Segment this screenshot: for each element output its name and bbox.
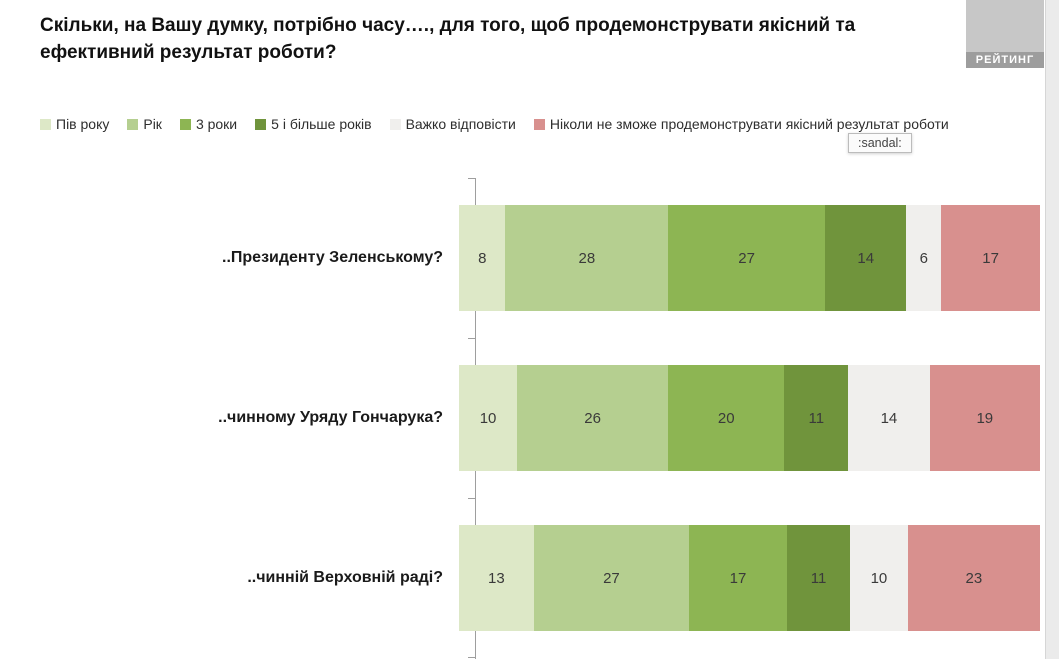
segment-value: 19	[976, 409, 994, 427]
legend-swatch	[127, 118, 139, 130]
legend-item[interactable]: Рік	[127, 116, 162, 132]
segment-value: 14	[880, 409, 898, 427]
category-label: ..чинному Уряду Гончарука?	[218, 409, 443, 426]
legend-item[interactable]: Ніколи не зможе продемонструвати якісний…	[533, 116, 949, 132]
category-label: ..чинній Верховній раді?	[247, 569, 443, 586]
bar-segment[interactable]: 28	[505, 205, 669, 311]
bar-segment[interactable]: 14	[825, 205, 907, 311]
legend-swatch	[255, 118, 267, 130]
legend-swatch	[389, 118, 401, 130]
chart-row: ..Президенту Зеленському? 8 28 27 14 6 17	[0, 178, 1041, 338]
axis-tick	[468, 178, 476, 179]
segment-value: 6	[919, 249, 928, 267]
bar-segment[interactable]: 27	[533, 525, 690, 631]
scrollbar-track[interactable]	[1045, 0, 1059, 659]
legend-label: Пів року	[56, 116, 110, 132]
bar-segment[interactable]: 10	[850, 525, 908, 631]
bar-segment[interactable]: 17	[689, 525, 787, 631]
emoji-shortcode-tooltip: :sandal:	[848, 133, 912, 153]
bar-segment[interactable]: 23	[907, 525, 1041, 631]
stacked-bar: 10 26 20 11 14 19	[459, 365, 1040, 471]
bar-segment[interactable]: 11	[784, 365, 849, 471]
segment-value: 10	[479, 409, 497, 427]
bar-segment[interactable]: 17	[941, 205, 1041, 311]
legend-item[interactable]: Пів року	[40, 116, 109, 132]
bar-segment[interactable]: 8	[459, 205, 506, 311]
segment-value: 23	[965, 569, 983, 587]
legend-item[interactable]: Важко відповісти	[389, 116, 516, 132]
rating-logo: РЕЙТИНГ	[966, 0, 1044, 68]
legend-label: Ніколи не зможе продемонструвати якісний…	[549, 116, 949, 132]
chart-row: ..чинному Уряду Гончарука? 10 26 20 11 14 19	[0, 338, 1040, 498]
legend-swatch	[179, 118, 191, 130]
segment-value: 26	[584, 409, 601, 427]
legend: Пів року Рік 3 роки 5 і більше років Важко в…	[40, 116, 1040, 132]
legend-label: Рік	[143, 116, 162, 132]
stacked-bar: 13 27 17 11 10 23	[459, 525, 1041, 631]
segment-value: 13	[488, 569, 505, 587]
bar-segment[interactable]: 26	[517, 365, 669, 471]
category-label: ..Президенту Зеленському?	[222, 249, 443, 266]
segment-value: 17	[982, 249, 999, 267]
segment-value: 11	[810, 569, 827, 587]
chart-title: Скільки, на Вашу думку, потрібно часу….,…	[40, 15, 856, 63]
axis-tick	[468, 338, 476, 339]
segment-value: 10	[870, 569, 888, 587]
bar-segment[interactable]: 11	[786, 525, 851, 631]
segment-value: 28	[578, 249, 596, 267]
axis-tick	[468, 498, 476, 499]
axis-tick	[468, 657, 476, 658]
legend-swatch	[40, 118, 51, 130]
segment-value: 14	[857, 249, 875, 267]
segment-value: 27	[603, 569, 620, 587]
bar-segment[interactable]: 19	[929, 365, 1040, 471]
segment-value: 11	[808, 409, 825, 427]
bar-segment[interactable]: 6	[906, 205, 942, 311]
bar-segment[interactable]: 27	[668, 205, 826, 311]
segment-value: 27	[738, 249, 755, 267]
bar-segment[interactable]: 14	[848, 365, 930, 471]
stacked-bar-chart: ..Президенту Зеленському? 8 28 27 14 6 17 ..чин…	[0, 178, 1041, 658]
bar-segment[interactable]: 13	[459, 525, 534, 631]
segment-value: 8	[478, 249, 487, 267]
legend-item[interactable]: 3 роки	[179, 116, 238, 132]
legend-item[interactable]: 5 і більше років	[255, 116, 372, 132]
rating-logo-text: РЕЙТИНГ	[966, 52, 1044, 68]
legend-swatch	[533, 118, 545, 130]
segment-value: 17	[729, 569, 747, 587]
segment-value: 20	[717, 409, 735, 427]
bar-segment[interactable]: 20	[668, 365, 785, 471]
chart-row: ..чинній Верховній раді? 13 27 17 11 10 23	[0, 498, 1041, 658]
legend-label: Важко відповісти	[405, 116, 516, 132]
stacked-bar: 8 28 27 14 6 17	[459, 205, 1041, 311]
legend-label: 3 роки	[195, 116, 238, 132]
bar-segment[interactable]: 10	[459, 365, 518, 471]
legend-label: 5 і більше років	[271, 116, 372, 132]
